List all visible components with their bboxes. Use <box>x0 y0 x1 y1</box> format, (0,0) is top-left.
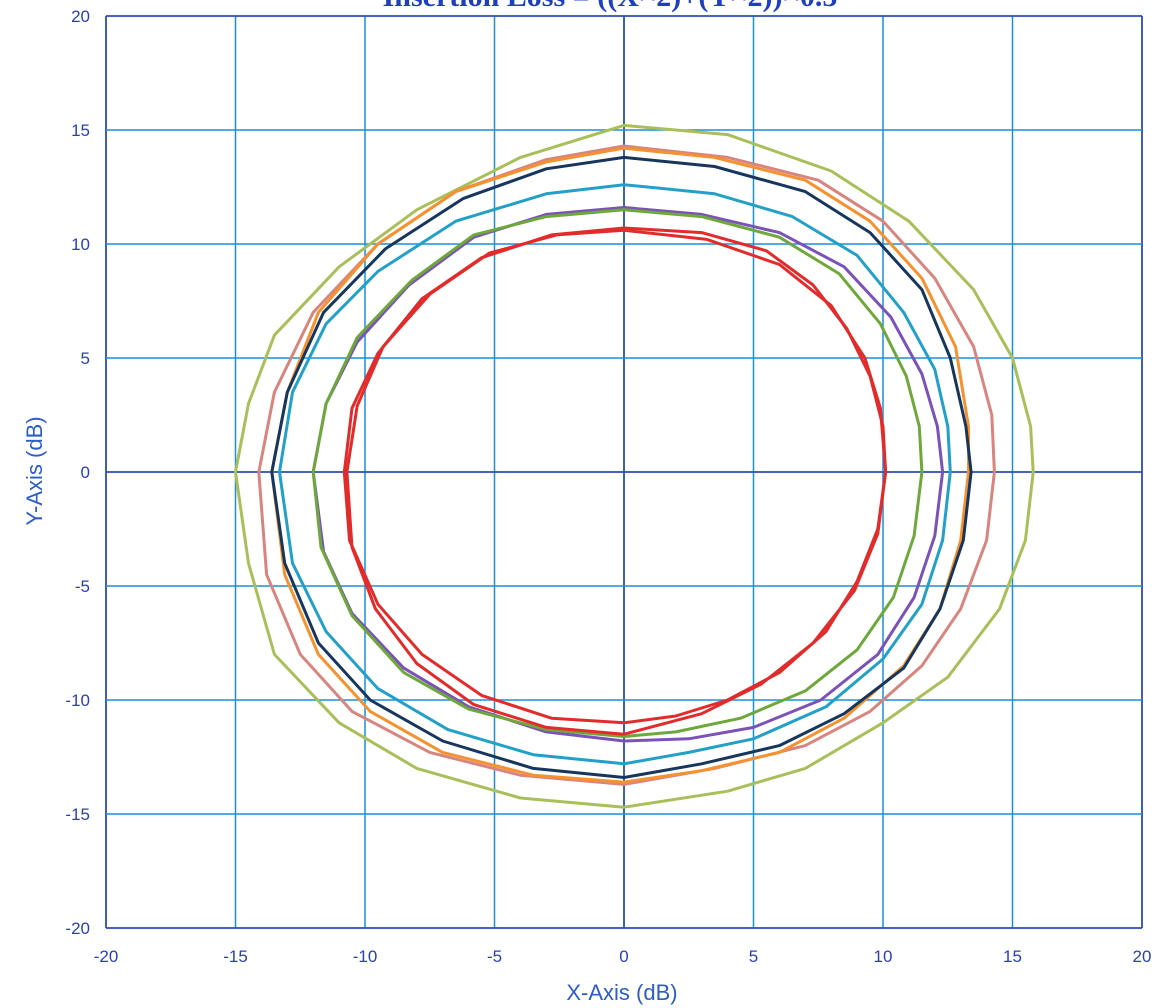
series-line <box>345 228 888 736</box>
x-tick-label: 15 <box>1003 947 1022 966</box>
x-tick-label: -20 <box>94 947 119 966</box>
y-axis-label: Y-Axis (dB) <box>22 416 47 525</box>
x-tick-label: -15 <box>223 947 248 966</box>
series-line <box>270 155 973 779</box>
series-line <box>270 146 970 784</box>
x-tick-label: 20 <box>1133 947 1152 966</box>
grid <box>105 15 1143 929</box>
x-axis-label: X-Axis (dB) <box>566 980 677 1005</box>
chart-title: Insertion Loss = ((X^2)+(Y^2))^0.5 <box>383 0 838 13</box>
x-tick-label: 10 <box>874 947 893 966</box>
y-tick-label: 20 <box>71 7 90 26</box>
y-tick-label: 5 <box>81 349 90 368</box>
y-tick-label: 0 <box>81 463 90 482</box>
y-tick-label: -10 <box>65 691 90 710</box>
y-tick-label: -15 <box>65 805 90 824</box>
x-tick-label: 5 <box>749 947 758 966</box>
series-layer <box>234 123 1035 809</box>
y-tick-labels: -20 -15 -10 -5 0 5 10 15 20 <box>65 7 90 938</box>
y-tick-label: 15 <box>71 121 90 140</box>
series-line <box>311 208 924 738</box>
x-tick-label: -5 <box>487 947 502 966</box>
series-line <box>278 183 952 766</box>
series-line <box>311 206 945 743</box>
y-tick-label: 10 <box>71 235 90 254</box>
series-line <box>234 123 1035 809</box>
y-tick-label: -20 <box>65 919 90 938</box>
x-tick-labels: -20 -15 -10 -5 0 5 10 15 20 <box>94 947 1152 966</box>
x-tick-label: -10 <box>353 947 378 966</box>
y-tick-label: -5 <box>75 577 90 596</box>
x-tick-label: 0 <box>619 947 628 966</box>
